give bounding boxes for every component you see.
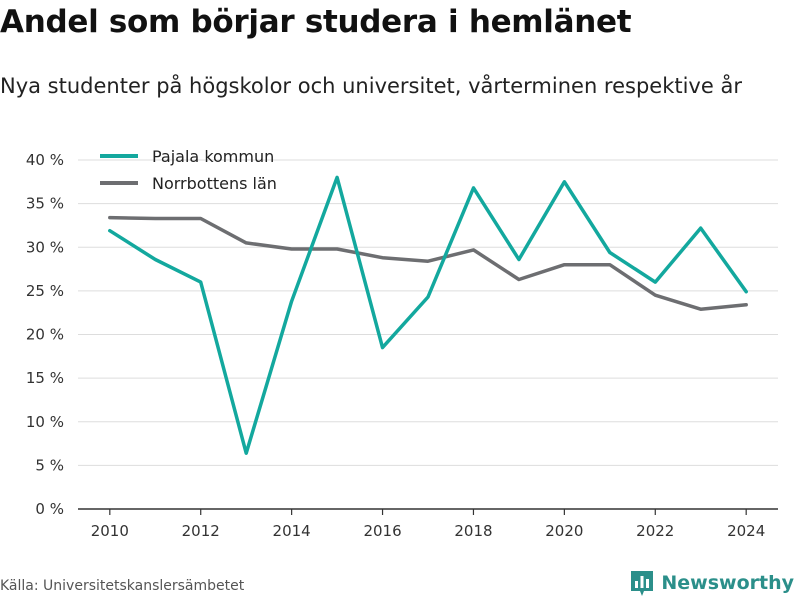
x-tick-label: 2020: [545, 522, 583, 540]
y-tick-label: 0 %: [35, 500, 64, 518]
x-tick-label: 2018: [454, 522, 492, 540]
brand-logo: Newsworthy: [629, 568, 794, 598]
x-tick-label: 2022: [636, 522, 674, 540]
series-lines: [108, 175, 748, 455]
x-tick-label: 2024: [727, 522, 765, 540]
legend-label: Pajala kommun: [152, 147, 274, 166]
chart-subtitle: Nya studenter på högskolor och universit…: [0, 74, 742, 98]
bar-chart-logo-icon: [631, 571, 654, 596]
line-chart: 0 %5 %10 %15 %20 %25 %30 %35 %40 % 2010 2…: [26, 147, 778, 540]
y-tick-label: 30 %: [26, 238, 64, 256]
series-line-1: [108, 175, 748, 455]
x-tick-label: 2014: [273, 522, 311, 540]
y-tick-label: 5 %: [35, 456, 64, 474]
x-tick-label: 2010: [91, 522, 129, 540]
y-tick-label: 20 %: [26, 326, 64, 344]
x-tick-label: 2012: [182, 522, 220, 540]
y-tick-label: 40 %: [26, 151, 64, 169]
gridlines: 0 % 5 % 10 % 15 % 20 % 25 % 30 % 35 % 40 %: [26, 151, 778, 518]
x-axis: 2010 2012 2014 2016 2018 2020 2022 2024: [91, 509, 765, 540]
legend: Pajala kommun Norrbottens län: [100, 147, 277, 193]
legend-label: Norrbottens län: [152, 174, 277, 193]
y-tick-label: 10 %: [26, 413, 64, 431]
y-tick-label: 15 %: [26, 369, 64, 387]
y-tick-label: 25 %: [26, 282, 64, 300]
brand-name: Newsworthy: [661, 572, 794, 594]
y-tick-label: 35 %: [26, 195, 64, 213]
chart-title: Andel som börjar studera i hemlänet: [0, 4, 632, 40]
series-line-2: [108, 215, 748, 311]
source-note: Källa: Universitetskanslersämbetet: [0, 578, 245, 594]
x-tick-label: 2016: [363, 522, 401, 540]
